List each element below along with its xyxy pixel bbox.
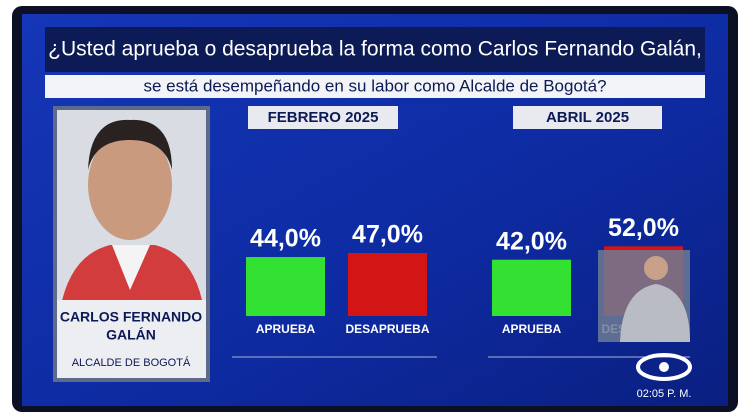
question-bar <box>45 27 705 72</box>
chart-title: FEBRERO 2025 <box>268 109 379 126</box>
question-line: se está desempeñando en su labor como Al… <box>143 76 606 95</box>
chart-title-box <box>513 106 662 129</box>
chart-title: ABRIL 2025 <box>546 109 629 126</box>
value-label: 52,0% <box>608 214 679 242</box>
logo-ring <box>636 353 692 381</box>
category-label: APRUEBA <box>256 322 316 336</box>
category-label: DESAPRUEBA <box>345 322 429 336</box>
photo-collar <box>112 245 150 290</box>
chart-title-box <box>248 106 398 129</box>
interpreter-head <box>644 256 668 280</box>
bar <box>348 253 427 316</box>
value-label: 44,0% <box>250 225 321 253</box>
question-bar <box>45 75 705 98</box>
name-box <box>57 300 206 378</box>
value-label: 47,0% <box>352 221 423 249</box>
channel-logo <box>636 353 692 381</box>
person-role: ALCALDE DE BOGOTÁ <box>72 356 191 369</box>
interpreter <box>598 250 690 342</box>
interpreter-body <box>620 284 690 342</box>
logo-dot <box>659 362 669 372</box>
clock: 02:05 P. M. <box>637 388 692 400</box>
question-line: ¿Usted aprueba o desaprueba la forma com… <box>48 38 702 61</box>
photo-face <box>88 130 172 240</box>
value-label: 42,0% <box>496 227 567 255</box>
bar <box>492 259 571 316</box>
bar <box>246 257 325 316</box>
photo-hair <box>88 119 172 170</box>
person-name: GALÁN <box>106 327 156 343</box>
category-label: APRUEBA <box>502 322 562 336</box>
person-name: CARLOS FERNANDO <box>60 309 202 325</box>
